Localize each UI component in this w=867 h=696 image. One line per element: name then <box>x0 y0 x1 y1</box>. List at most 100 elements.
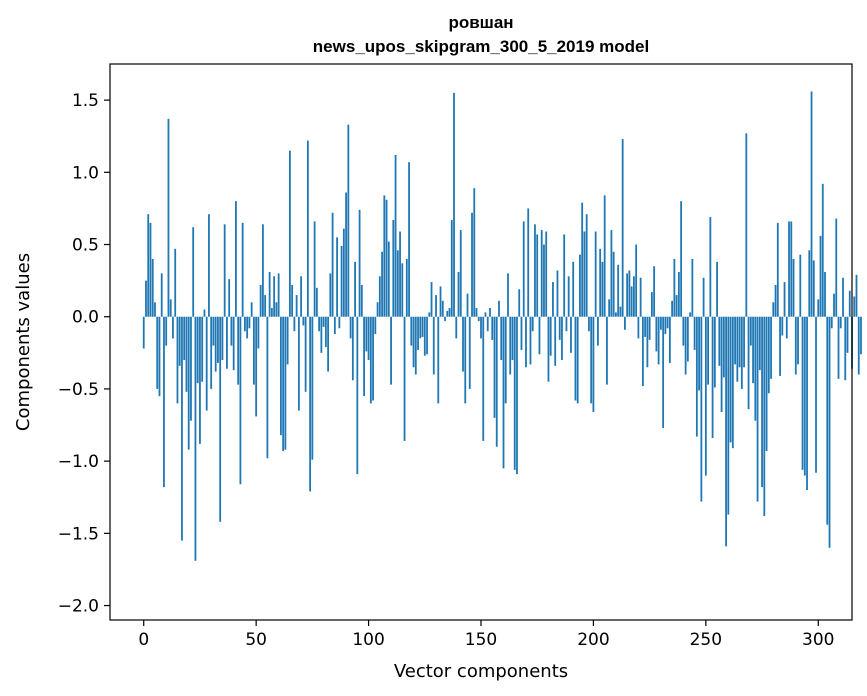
bar-257 <box>720 316 723 413</box>
bar-157 <box>495 316 498 447</box>
bar-173 <box>531 316 534 332</box>
bar-235 <box>671 300 674 317</box>
bar-87 <box>338 316 341 329</box>
bar-264 <box>736 316 739 382</box>
bar-146 <box>471 212 473 317</box>
bar-167 <box>518 289 521 317</box>
bar-20 <box>187 316 190 450</box>
x-tick-label: 100 <box>352 630 384 650</box>
bar-44 <box>241 222 244 317</box>
bar-266 <box>740 316 743 389</box>
bar-56 <box>268 271 271 317</box>
bar-152 <box>484 312 487 317</box>
bar-310 <box>839 316 842 329</box>
bar-43 <box>239 316 242 485</box>
bar-182 <box>552 282 554 317</box>
bar-189 <box>567 276 570 317</box>
bar-26 <box>201 316 204 382</box>
bar-97 <box>360 284 363 317</box>
bar-109 <box>387 241 390 317</box>
bar-129 <box>432 316 435 375</box>
bar-175 <box>536 234 539 317</box>
bar-305 <box>828 316 831 548</box>
bar-256 <box>718 316 721 366</box>
bar-269 <box>747 316 750 410</box>
bar-50 <box>255 316 258 417</box>
bar-275 <box>761 316 763 488</box>
bar-249 <box>702 277 705 317</box>
bar-51 <box>257 316 260 349</box>
bar-7 <box>158 316 161 397</box>
bar-28 <box>205 316 208 411</box>
bar-60 <box>277 273 280 317</box>
bar-133 <box>441 300 444 317</box>
bar-159 <box>500 316 503 361</box>
bar-187 <box>563 234 566 317</box>
bar-76 <box>313 221 316 317</box>
y-tick-label: 0.5 <box>72 236 99 256</box>
bar-184 <box>556 270 559 317</box>
bar-100 <box>367 316 370 361</box>
bar-36 <box>223 224 226 317</box>
bar-161 <box>504 316 507 404</box>
bar-298 <box>812 260 815 317</box>
y-axis-ticks: −2.0 −1.5 −1.0 −0.5 0.0 0.5 1.0 1.5 <box>58 91 110 617</box>
bar-316 <box>853 296 856 317</box>
bar-188 <box>565 316 568 332</box>
bar-5 <box>154 302 156 317</box>
bar-285 <box>783 282 786 317</box>
bar-83 <box>329 273 332 317</box>
bar-291 <box>797 316 799 365</box>
bar-63 <box>284 316 287 450</box>
bar-69 <box>297 316 300 411</box>
bar-245 <box>693 316 696 350</box>
bar-233 <box>666 316 669 329</box>
bar-145 <box>468 316 471 389</box>
bar-55 <box>266 316 269 459</box>
bar-93 <box>351 316 354 381</box>
bar-229 <box>657 316 660 365</box>
y-tick-label: 0.0 <box>72 308 99 328</box>
bar-57 <box>270 308 273 317</box>
bar-265 <box>738 316 741 368</box>
bar-115 <box>401 263 404 317</box>
bar-236 <box>673 258 676 317</box>
bar-254 <box>713 316 716 388</box>
bar-101 <box>369 316 372 404</box>
bar-174 <box>534 224 536 317</box>
bar-114 <box>399 231 401 317</box>
bar-220 <box>637 316 640 339</box>
bar-180 <box>547 316 550 382</box>
bar-270 <box>749 316 752 346</box>
bar-224 <box>646 316 649 368</box>
bar-84 <box>331 212 334 317</box>
bar-283 <box>779 316 781 376</box>
bar-99 <box>365 316 368 352</box>
bar-39 <box>230 316 233 346</box>
bar-297 <box>810 91 813 317</box>
bar-19 <box>185 316 188 392</box>
bar-176 <box>538 316 541 355</box>
bar-108 <box>385 199 388 317</box>
bar-317 <box>855 274 858 317</box>
bar-171 <box>527 208 530 317</box>
bar-74 <box>309 316 312 492</box>
bar-46 <box>246 316 249 339</box>
bar-211 <box>617 264 620 317</box>
bar-41 <box>235 201 237 317</box>
bar-102 <box>372 316 374 401</box>
bar-139 <box>455 316 458 339</box>
bar-278 <box>767 316 770 394</box>
bar-215 <box>626 273 629 317</box>
bar-267 <box>743 316 745 368</box>
bar-10 <box>165 316 168 346</box>
bar-312 <box>844 316 847 381</box>
x-tick-label: 150 <box>465 630 497 650</box>
y-tick-label: −2.0 <box>58 597 99 617</box>
y-tick-label: −1.0 <box>58 452 99 472</box>
bar-153 <box>486 316 489 332</box>
bar-49 <box>253 316 255 385</box>
bar-61 <box>279 316 282 436</box>
bar-155 <box>491 316 494 340</box>
